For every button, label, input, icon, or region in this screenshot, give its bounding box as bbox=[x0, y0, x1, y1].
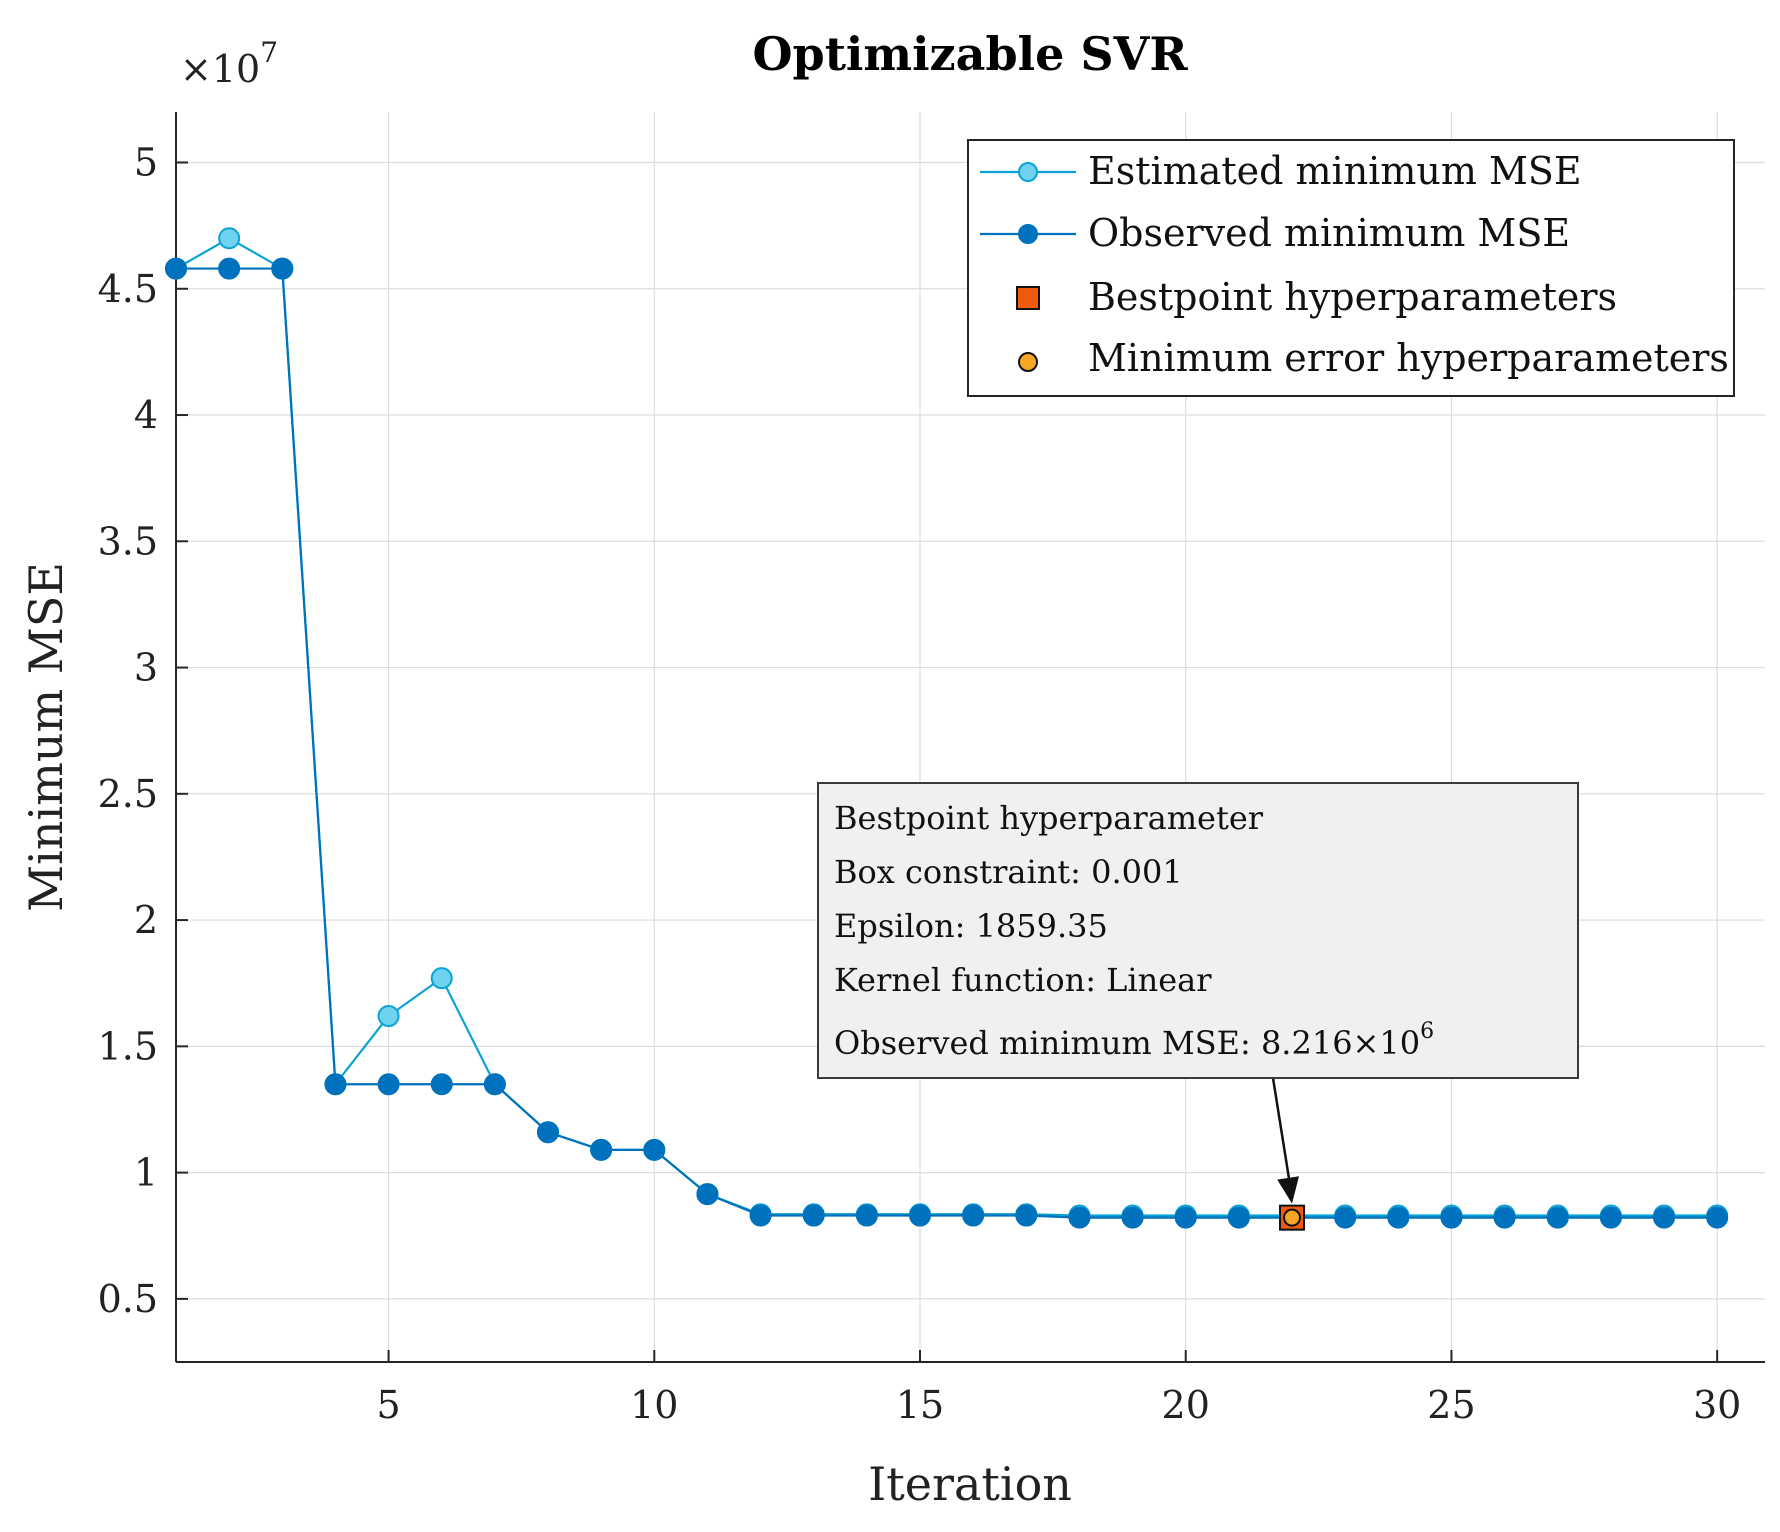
data-point bbox=[696, 1183, 719, 1206]
data-point bbox=[430, 1073, 453, 1096]
data-point bbox=[1493, 1206, 1516, 1229]
data-point bbox=[377, 1005, 400, 1028]
data-point bbox=[1653, 1206, 1676, 1229]
annotation-line-3: Epsilon: 1859.35 bbox=[834, 907, 1108, 945]
data-point bbox=[909, 1204, 932, 1227]
data-point bbox=[271, 257, 294, 280]
y-exponent-label: ×107 bbox=[180, 36, 278, 91]
y-tick-label: 3.5 bbox=[98, 519, 158, 563]
y-tick-label: 3 bbox=[134, 646, 158, 690]
data-point bbox=[1068, 1206, 1091, 1229]
chart-title: Optimizable SVR bbox=[752, 27, 1188, 81]
legend-label-min-error: Minimum error hyperparameters bbox=[1088, 336, 1729, 380]
y-tick-label: 4.5 bbox=[98, 267, 158, 311]
annotation-line-4: Kernel function: Linear bbox=[834, 961, 1212, 999]
min-error-marker bbox=[1283, 1208, 1302, 1227]
data-point bbox=[1706, 1206, 1729, 1229]
data-point bbox=[324, 1073, 347, 1096]
data-point bbox=[218, 257, 241, 280]
y-tick-label: 1 bbox=[134, 1151, 158, 1195]
special-points-layer bbox=[1279, 1204, 1306, 1231]
legend-marker-estimated bbox=[1018, 162, 1038, 182]
data-point bbox=[1599, 1206, 1622, 1229]
y-exponent-base: ×10 bbox=[180, 47, 260, 91]
y-tick-label: 5 bbox=[134, 141, 158, 185]
data-point bbox=[1174, 1206, 1197, 1229]
x-tick-label: 25 bbox=[1427, 1383, 1475, 1427]
tick-labels: 5 10 15 20 25 30 0.5 1 1.5 2 2.5 3 3.5 4 4.5 5 bbox=[98, 141, 1742, 1427]
annotation-line-2: Box constraint: 0.001 bbox=[834, 853, 1183, 891]
annotation-box-bg bbox=[817, 782, 1579, 1079]
y-exponent-power: 7 bbox=[260, 36, 278, 69]
y-axis-label: Minimum MSE bbox=[19, 562, 73, 912]
x-tick-label: 5 bbox=[376, 1383, 400, 1427]
data-point bbox=[1546, 1206, 1569, 1229]
data-point bbox=[802, 1204, 825, 1227]
y-tick-label: 0.5 bbox=[98, 1277, 158, 1321]
legend-label-observed: Observed minimum MSE bbox=[1088, 211, 1570, 255]
x-tick-label: 10 bbox=[630, 1383, 678, 1427]
data-point bbox=[377, 1073, 400, 1096]
annotation-line-5-text: Observed minimum MSE: 8.216×10 bbox=[834, 1024, 1420, 1062]
y-tick-label: 2 bbox=[134, 898, 158, 942]
annotation-line-5-exponent: 6 bbox=[1420, 1019, 1434, 1044]
annotation-arrow bbox=[1271, 1077, 1300, 1204]
data-point bbox=[590, 1138, 613, 1161]
x-tick-label: 30 bbox=[1693, 1383, 1741, 1427]
data-point bbox=[1227, 1206, 1250, 1229]
legend-marker-bestpoint bbox=[1016, 286, 1040, 310]
data-point bbox=[1387, 1206, 1410, 1229]
x-axis-label: Iteration bbox=[868, 1457, 1072, 1511]
data-point bbox=[749, 1204, 772, 1227]
axes bbox=[175, 112, 1765, 1363]
ticks bbox=[176, 161, 1719, 1362]
data-point bbox=[218, 227, 241, 250]
legend: Estimated minimum MSE Observed minimum M… bbox=[967, 139, 1735, 397]
x-tick-label: 15 bbox=[896, 1383, 944, 1427]
data-point bbox=[1334, 1206, 1357, 1229]
data-point bbox=[483, 1073, 506, 1096]
legend-marker-observed bbox=[1018, 224, 1038, 244]
y-tick-label: 1.5 bbox=[98, 1024, 158, 1068]
y-tick-label: 2.5 bbox=[98, 772, 158, 816]
data-point bbox=[855, 1204, 878, 1227]
annotation-arrow-head bbox=[1277, 1176, 1300, 1204]
data-point bbox=[643, 1138, 666, 1161]
annotation-box: Bestpoint hyperparameter Box constraint:… bbox=[817, 782, 1579, 1079]
data-point bbox=[962, 1204, 985, 1227]
y-tick-label: 4 bbox=[134, 393, 158, 437]
x-tick-label: 20 bbox=[1162, 1383, 1210, 1427]
legend-box bbox=[967, 139, 1735, 397]
data-point bbox=[537, 1121, 560, 1144]
annotation-arrow-line bbox=[1271, 1077, 1294, 1198]
data-point bbox=[1440, 1206, 1463, 1229]
data-point bbox=[430, 967, 453, 990]
legend-label-bestpoint: Bestpoint hyperparameters bbox=[1088, 275, 1617, 319]
annotation-line-5: Observed minimum MSE: 8.216×106 bbox=[834, 1019, 1434, 1062]
data-point bbox=[165, 257, 187, 280]
legend-label-estimated: Estimated minimum MSE bbox=[1088, 149, 1582, 193]
data-point bbox=[1121, 1206, 1144, 1229]
legend-marker-min-error bbox=[1018, 352, 1038, 372]
data-point bbox=[1015, 1204, 1038, 1227]
annotation-line-1: Bestpoint hyperparameter bbox=[834, 799, 1264, 837]
